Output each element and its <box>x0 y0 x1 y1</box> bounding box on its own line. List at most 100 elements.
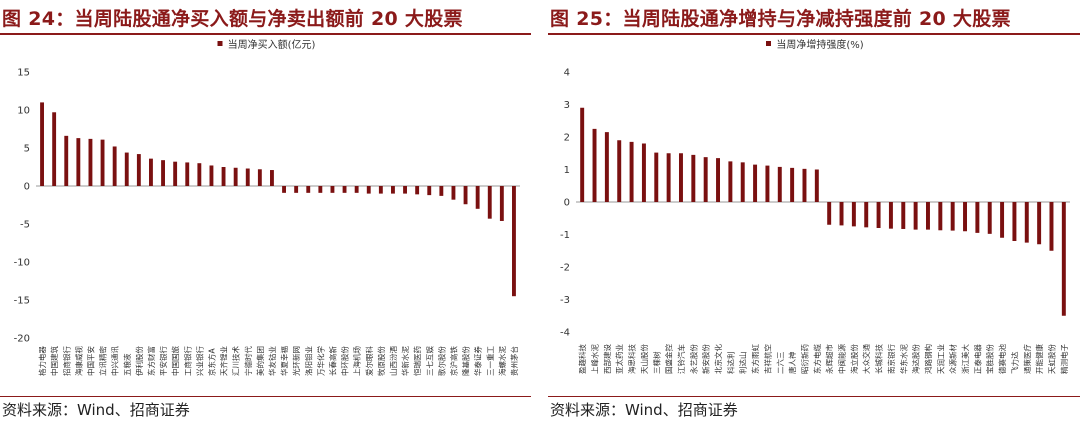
net-intensity-bar-chart: 当周净增持强度(%)43210-1-2-3-4盈趣科技 上峰水泥 西部建设 亚太药业海… <box>560 38 1070 375</box>
bar <box>925 202 930 230</box>
bar <box>753 164 758 202</box>
category-label: 开能健康 <box>1034 344 1044 374</box>
category-label: 海思科技 <box>627 344 637 374</box>
category-label: 天齐锂业 <box>219 346 229 376</box>
category-label: 汇川技术 <box>231 346 241 376</box>
chart-title: 图 25：当周陆股通净增持与净减持强度前 20 大股票 <box>550 8 1011 30</box>
bar <box>64 135 69 186</box>
bar <box>451 186 456 200</box>
bar <box>703 157 708 202</box>
bar <box>270 170 274 186</box>
bar <box>366 186 371 194</box>
legend-label: 当周净买入额(亿元) <box>228 38 316 51</box>
category-label: 利达山 <box>738 352 748 375</box>
category-label: 华泰证券 <box>473 346 483 376</box>
bar <box>124 152 129 186</box>
footer-divider <box>0 396 531 397</box>
category-label: 天润工业 <box>935 344 945 374</box>
bar <box>161 160 165 186</box>
category-label: 五粮液 <box>122 353 132 376</box>
chart-panel-net-intensity: 图 25：当周陆股通净增持与净减持强度前 20 大股票 当周净增持强度(%) 4 3… <box>548 0 1080 421</box>
category-label: 隆基股份 <box>461 346 471 376</box>
y-tick-label: 0 <box>564 198 570 209</box>
category-label: 长春高新 <box>327 346 337 376</box>
category-label: 新安股份 <box>701 344 711 374</box>
bar <box>888 202 893 229</box>
category-label: 山西汾酒 <box>388 346 398 376</box>
bar <box>354 186 359 193</box>
bar <box>342 186 347 193</box>
category-label: 正泰电器 <box>972 344 982 374</box>
category-label: 美的集团 <box>255 346 265 376</box>
legend-swatch <box>217 41 223 46</box>
category-label: 上峰水泥 <box>590 344 600 374</box>
net-buy-bar-chart: 当周净买入额(亿元)151050-5-10-15-20格力电器 中国建筑 招商银行海… <box>14 38 520 376</box>
bar <box>901 202 906 229</box>
y-tick-label: 15 <box>17 68 30 79</box>
bar <box>876 202 881 228</box>
category-label: 东方雨虹 <box>750 344 760 374</box>
category-label: 万华化学 <box>315 346 325 376</box>
category-label: 德赛电池 <box>997 344 1007 374</box>
category-label: 洛阳钼业 <box>303 346 313 376</box>
bar <box>629 141 634 202</box>
category-label: 中闽能源 <box>837 344 847 374</box>
bar <box>330 186 335 193</box>
bar <box>604 132 609 202</box>
category-label: 中国建筑 <box>49 346 59 376</box>
category-label: 海达股份 <box>911 344 921 374</box>
bar <box>1061 202 1066 316</box>
bar <box>499 186 504 221</box>
category-label: 通策医疗 <box>1022 344 1032 374</box>
source-note: 资料来源：Wind、招商证券 <box>2 401 190 419</box>
y-tick-label: -5 <box>20 220 30 231</box>
bar <box>1012 202 1017 241</box>
category-label: 招商银行 <box>61 346 71 376</box>
bar <box>987 202 992 234</box>
category-label: 众源新材 <box>948 344 958 374</box>
category-label: 长城科技 <box>874 344 884 374</box>
legend: 当周净增持强度(%) <box>766 38 864 51</box>
bar <box>391 186 395 194</box>
category-label: 立讯精密 <box>98 346 108 376</box>
y-tick-label: 3 <box>564 100 570 111</box>
category-label: 歌尔股份 <box>436 346 446 376</box>
y-tick-label: 10 <box>17 106 30 117</box>
bar <box>851 202 856 227</box>
bar <box>378 186 383 194</box>
bar <box>294 186 299 193</box>
category-label: 工商银行 <box>182 346 192 376</box>
bar <box>666 153 671 202</box>
bar <box>1000 202 1005 238</box>
bar <box>1049 202 1054 251</box>
category-label: 恒瑞医药 <box>412 346 422 376</box>
y-tick-label: -4 <box>560 328 570 339</box>
bar <box>512 186 516 297</box>
y-tick-label: -1 <box>560 230 570 241</box>
bar <box>185 162 190 186</box>
category-label: 兴业银行 <box>194 346 204 376</box>
bar <box>790 167 795 202</box>
category-label: 上海机场 <box>352 346 362 376</box>
category-label: 中国国旅 <box>170 346 180 376</box>
bar <box>439 186 444 196</box>
category-label: 北京文化 <box>713 344 723 374</box>
category-label: 昭衍新药 <box>799 344 809 374</box>
bar <box>173 161 178 186</box>
category-label: 京东方A <box>206 348 216 376</box>
category-label: 平安银行 <box>158 346 168 376</box>
footer-divider <box>548 396 1080 397</box>
bar <box>233 167 238 186</box>
category-label: 东方电缆 <box>812 344 822 374</box>
category-label: 中兴通讯 <box>110 346 120 376</box>
bar <box>415 186 420 195</box>
bar <box>950 202 955 231</box>
category-label: 盈趣科技 <box>577 344 587 374</box>
bar <box>100 139 105 186</box>
bar <box>641 143 646 202</box>
category-label: 精测电子 <box>1059 344 1069 374</box>
category-label: 南京银行 <box>886 344 896 374</box>
category-label: 国盛金控 <box>664 344 674 374</box>
category-label: 爱尔眼科 <box>364 346 374 376</box>
bar <box>76 138 81 186</box>
